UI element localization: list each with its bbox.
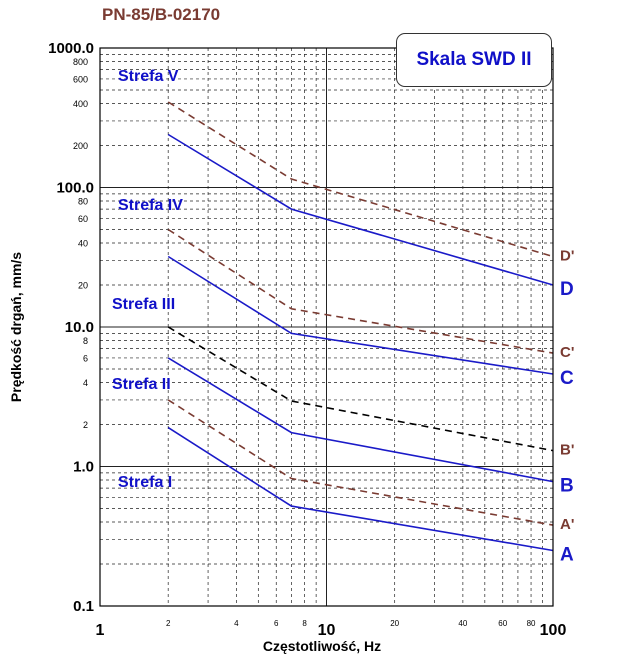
series-line-d — [167, 133, 554, 286]
series-label: A' — [560, 516, 574, 533]
series-line-d-prime — [167, 101, 554, 258]
zone-label: Strefa I — [118, 474, 172, 491]
y-tick-label-minor: 40 — [78, 239, 88, 249]
series-line-a-prime — [167, 399, 554, 526]
y-axis-label: Prędkość drgań, mm/s — [8, 252, 24, 402]
series-label: A — [560, 544, 574, 565]
series-label: C — [560, 368, 574, 389]
y-tick-label-minor: 200 — [73, 141, 88, 151]
scale-legend-box: Skala SWD II — [396, 33, 552, 87]
zone-label: Strefa III — [112, 296, 175, 313]
series-label: B' — [560, 442, 574, 459]
series-label: B — [560, 476, 574, 497]
series-label: C' — [560, 344, 574, 361]
y-tick-label-minor: 8 — [83, 336, 88, 346]
plot-area-border — [99, 47, 554, 607]
x-tick-label-major: 10 — [318, 622, 336, 639]
x-tick-label-minor: 8 — [302, 619, 307, 628]
grid — [100, 48, 553, 606]
series-lines — [167, 101, 554, 552]
x-tick-label-minor: 4 — [234, 619, 239, 628]
x-tick-label-minor: 40 — [458, 619, 467, 628]
standard-title: PN-85/B-02170 — [102, 5, 221, 24]
x-tick-label-minor: 2 — [166, 619, 171, 628]
y-tick-label-minor: 20 — [78, 281, 88, 291]
y-tick-label-minor: 2 — [83, 420, 88, 430]
series-labels: A A' B B' C C' D D' — [560, 248, 574, 566]
tick-labels: 0.1 1.0 10.0 100.0 1000.0 2 4 6 8 20 40 60 80 200 400 6… — [48, 40, 566, 639]
x-tick-label-minor: 20 — [390, 619, 399, 628]
x-axis-label: Częstotliwość, Hz — [263, 638, 381, 654]
y-tick-label-major: 100.0 — [56, 180, 94, 197]
x-tick-label-major: 1 — [96, 622, 105, 639]
y-tick-label-major: 0.1 — [73, 598, 94, 615]
y-tick-label-major: 1.0 — [73, 459, 94, 476]
x-tick-label-minor: 6 — [274, 619, 279, 628]
y-tick-label-minor: 6 — [83, 353, 88, 363]
zone-label: Strefa II — [112, 376, 171, 393]
y-tick-label-minor: 60 — [78, 214, 88, 224]
y-tick-label-minor: 4 — [83, 378, 88, 388]
zone-label: Strefa V — [118, 68, 179, 85]
series-line-b-prime — [167, 326, 554, 452]
x-tick-label-minor: 80 — [527, 619, 536, 628]
zone-labels: Strefa I Strefa II Strefa III Strefa IV Stre… — [112, 68, 183, 491]
series-line-c-prime — [167, 228, 554, 354]
y-tick-label-minor: 600 — [73, 74, 88, 84]
series-label: D — [560, 279, 574, 300]
series-label: D' — [560, 248, 574, 265]
y-tick-label-minor: 80 — [78, 197, 88, 207]
y-tick-label-minor: 400 — [73, 99, 88, 109]
series-line-a — [167, 426, 554, 552]
y-tick-label-major: 1000.0 — [48, 40, 94, 57]
zone-label: Strefa IV — [118, 197, 183, 214]
x-tick-label-major: 100 — [540, 622, 567, 639]
x-tick-label-minor: 60 — [498, 619, 507, 628]
y-tick-label-minor: 800 — [73, 57, 88, 67]
series-line-b — [167, 357, 554, 483]
series-line-c — [167, 255, 554, 375]
y-tick-label-major: 10.0 — [65, 319, 94, 336]
